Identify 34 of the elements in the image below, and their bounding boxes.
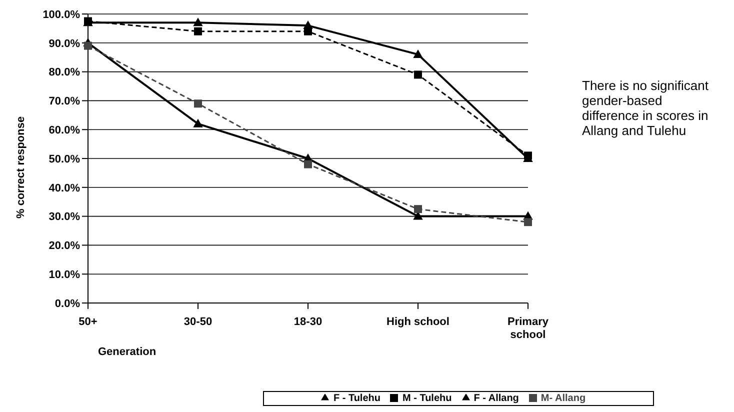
y-axis-title: % correct response (14, 116, 27, 218)
point (414, 205, 422, 214)
y-tick-label: 20.0% (48, 240, 80, 252)
point (194, 18, 202, 26)
legend-label: F - Tulehu (333, 393, 380, 404)
text: There is no significant gender-based difference in scores in Allang and Tulehu (582, 78, 710, 138)
y-tick-label: 10.0% (48, 269, 80, 282)
y-tick-label: 80.0% (48, 66, 80, 79)
y-tick-label: 70.0% (48, 96, 80, 108)
x-tick-label: 50+ (78, 316, 98, 328)
legend-label: M - Tulehu (402, 393, 452, 404)
point (194, 119, 202, 128)
y-tick-label: 60.0% (48, 124, 80, 137)
point (194, 100, 202, 108)
x-tick-label: High school (386, 316, 450, 328)
y-tick-label: 0.0% (54, 298, 80, 310)
y-tick-label: 50.0% (48, 153, 80, 166)
legend-label: F - Allang (474, 393, 519, 404)
x-tick-label: 30-50 (184, 316, 212, 328)
x-tick-label: Primary school (508, 316, 550, 341)
point (414, 70, 422, 79)
point (414, 50, 422, 58)
point (304, 160, 312, 168)
point (194, 27, 202, 36)
y-tick-label: 100.0% (42, 8, 80, 21)
y-tick-label: 30.0% (48, 211, 80, 224)
point (84, 42, 92, 50)
point (524, 218, 532, 226)
x-tick-label: 18-30 (294, 316, 322, 328)
x-axis-title: Generation (98, 346, 156, 358)
legend-label: M- Allang (540, 393, 586, 404)
point (304, 27, 312, 36)
y-tick-label: 90.0% (48, 38, 80, 50)
y-tick-label: 40.0% (48, 182, 80, 194)
